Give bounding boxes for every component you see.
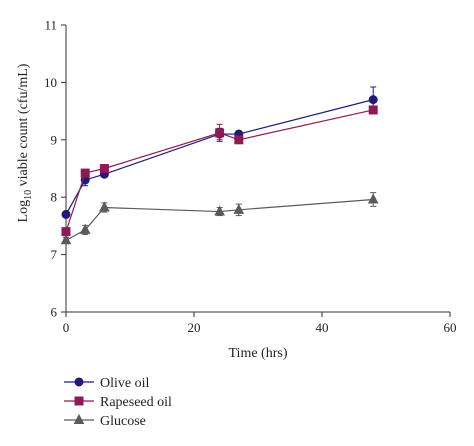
x-tick-label: 40 [316,320,329,335]
legend-item-glucose: Glucose [64,413,146,429]
x-axis-title: Time (hrs) [229,346,288,361]
data-point-glucose [99,201,110,212]
series-line-rapeseed-oil [65,109,374,232]
series-line-olive-oil [65,99,374,215]
data-point-glucose [233,203,245,214]
data-point-rapeseed-oil [99,164,109,173]
series-olive-oil [61,86,378,219]
y-tick-label: 11 [44,18,57,33]
y-tick-label: 10 [44,75,57,90]
y-axis-title-rest: viable count (cfu/mL) [16,63,31,190]
y-tick-label: 9 [51,132,58,147]
data-point-olive-oil [368,95,378,105]
y-axis-title: Log10 viable count (cfu/mL) [16,63,34,222]
legend-label-rapeseed-oil: Rapeseed oil [100,395,172,410]
legend-marker-rapeseed-oil [74,396,84,406]
data-point-olive-oil [61,209,71,219]
data-point-glucose [60,234,72,245]
series-layer [60,86,379,245]
data-point-glucose [79,223,91,234]
legend: Olive oil Rapeseed oil Glucose [64,376,172,429]
x-tick-label: 60 [444,320,457,335]
legend-label-glucose: Glucose [100,414,146,429]
data-point-rapeseed-oil [234,135,244,145]
y-axis-title-prefix: Log [16,200,31,223]
legend-label-olive-oil: Olive oil [100,376,149,391]
legend-item-olive-oil: Olive oil [64,376,149,391]
data-point-rapeseed-oil [215,128,225,138]
series-rapeseed-oil [61,105,378,237]
x-tick-label: 0 [63,320,70,335]
data-point-glucose [367,193,379,204]
data-point-glucose [214,205,225,216]
axes [65,25,450,313]
y-tick-label: 7 [51,247,58,262]
x-tick-label: 20 [188,320,201,335]
series-glucose [60,192,379,245]
legend-marker-glucose [73,413,85,424]
ticks: 6 7 8 9 10 11 0 20 40 60 [44,18,457,336]
data-point-rapeseed-oil [80,168,90,178]
data-point-rapeseed-oil [368,105,378,115]
y-tick-label: 6 [51,305,58,320]
y-axis-title-subscript: 10 [23,190,34,200]
legend-marker-olive-oil [74,377,84,387]
y-tick-label: 8 [51,190,58,205]
legend-item-rapeseed-oil: Rapeseed oil [64,395,172,410]
